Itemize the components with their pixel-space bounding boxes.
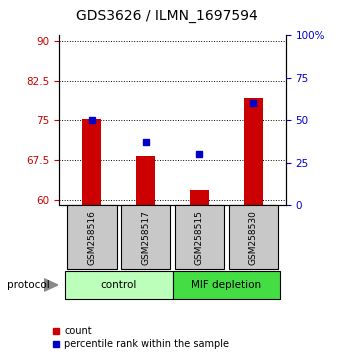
Text: MIF depletion: MIF depletion (191, 280, 261, 290)
Text: GSM258515: GSM258515 (195, 210, 204, 265)
Bar (228, 205, 278, 269)
Bar (175, 205, 224, 269)
Text: protocol: protocol (7, 280, 50, 290)
Text: GSM258530: GSM258530 (249, 210, 258, 265)
Legend: count, percentile rank within the sample: count, percentile rank within the sample (52, 326, 229, 349)
Bar (136, 156, 155, 205)
Bar (121, 205, 170, 269)
Text: control: control (101, 280, 137, 290)
Text: GSM258517: GSM258517 (141, 210, 150, 265)
Text: GDS3626 / ILMN_1697594: GDS3626 / ILMN_1697594 (76, 9, 257, 23)
Bar (173, 271, 280, 299)
Text: GSM258516: GSM258516 (87, 210, 96, 265)
Bar (244, 98, 263, 205)
Bar (65, 271, 173, 299)
Bar (67, 205, 117, 269)
Bar (190, 190, 209, 205)
Bar (82, 119, 101, 205)
Polygon shape (44, 279, 58, 291)
